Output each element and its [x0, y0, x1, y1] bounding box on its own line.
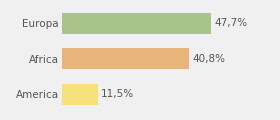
- Text: 40,8%: 40,8%: [192, 54, 225, 64]
- Text: 47,7%: 47,7%: [214, 18, 247, 28]
- Bar: [62, 12, 211, 34]
- Bar: [62, 84, 98, 105]
- Bar: [62, 48, 189, 69]
- Text: 11,5%: 11,5%: [101, 89, 134, 99]
